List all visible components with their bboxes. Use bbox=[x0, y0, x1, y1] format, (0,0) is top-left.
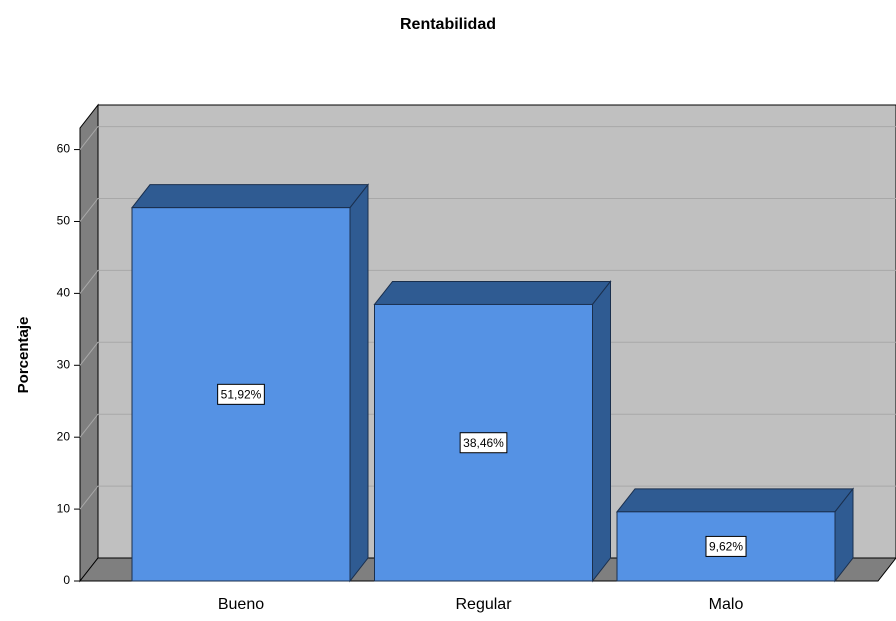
grid-line bbox=[79, 341, 896, 366]
chart-title: Rentabilidad bbox=[400, 16, 496, 33]
bar-top bbox=[373, 280, 612, 305]
value-label-box bbox=[459, 432, 508, 454]
grid-line bbox=[79, 269, 896, 294]
y-tick-label: 40 bbox=[57, 286, 71, 300]
value-label: 38,46% bbox=[463, 436, 504, 450]
value-label: 51,92% bbox=[221, 388, 262, 402]
value-label-box bbox=[705, 535, 747, 557]
bar-side bbox=[592, 280, 611, 583]
y-tick-label: 20 bbox=[57, 429, 71, 443]
x-tick-label: Bueno bbox=[218, 596, 264, 613]
x-tick-label: Malo bbox=[709, 596, 744, 613]
grid-line bbox=[79, 126, 896, 150]
bar-group: 38,46% bbox=[373, 280, 612, 583]
y-tick-label: 10 bbox=[57, 501, 71, 515]
y-tick-label: 60 bbox=[57, 142, 71, 156]
grid-line bbox=[79, 413, 896, 438]
y-axis-label: Porcentaje bbox=[15, 317, 32, 394]
y-tick-label: 50 bbox=[57, 214, 71, 228]
value-label: 9,62% bbox=[709, 540, 743, 554]
bar-side bbox=[349, 183, 369, 583]
grid-line bbox=[79, 485, 896, 510]
left-wall bbox=[79, 103, 99, 583]
bar-group: 9,62% bbox=[615, 487, 855, 583]
grid-line bbox=[79, 197, 896, 222]
value-label-box bbox=[217, 383, 265, 405]
y-tick-label: 30 bbox=[57, 357, 71, 371]
x-tick-label: Regular bbox=[455, 596, 512, 613]
y-tick-label: 0 bbox=[63, 573, 70, 587]
bar-top bbox=[130, 184, 370, 209]
bar-group: 51,92% bbox=[130, 183, 370, 583]
bar-top bbox=[615, 488, 855, 513]
